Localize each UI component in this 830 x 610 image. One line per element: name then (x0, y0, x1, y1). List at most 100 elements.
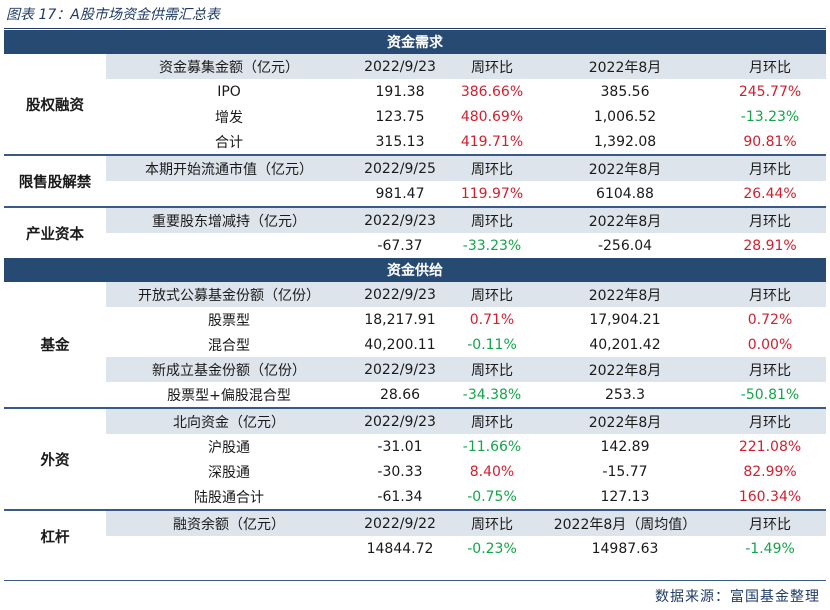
table-cell: -0.23% (467, 540, 517, 557)
row-label (106, 181, 352, 207)
column-header: 月环比 (714, 54, 827, 79)
table-cell: 17,904.21 (589, 311, 661, 328)
column-header: 2022/9/23 (352, 54, 448, 79)
category-funds: 基金 (4, 282, 106, 408)
table-row: 增发 123.75 480.69% 1,006.52 -13.23% (4, 104, 826, 129)
column-header-metric: 本期开始流通市值（亿元） (106, 156, 352, 181)
demand-banner-label: 资金需求 (4, 30, 827, 54)
row-label (106, 233, 352, 258)
supply-banner: 资金供给 (4, 258, 827, 282)
table-cell: -11.66% (462, 438, 522, 455)
table-cell: -61.34 (377, 488, 423, 505)
table-row: 深股通 -30.33 8.40% -15.77 82.99% (4, 459, 826, 484)
column-header-metric: 北向资金（亿元） (106, 409, 352, 434)
figure-caption: 图表 17：A股市场资金供需汇总表 (6, 7, 220, 23)
table-cell: 0.00% (747, 336, 793, 353)
table-cell: 1,006.52 (593, 108, 657, 125)
table-cell: 82.99% (743, 463, 797, 480)
row-label: 合计 (215, 134, 243, 151)
column-header: 月环比 (714, 282, 827, 307)
table-cell: 315.13 (375, 133, 425, 150)
column-header: 月环比 (714, 208, 827, 233)
column-header-metric: 资金募集金额（亿元） (106, 54, 352, 79)
table-cell: 0.71% (469, 311, 515, 328)
row-label: 沪股通 (208, 439, 250, 456)
table-cell: 127.13 (600, 488, 650, 505)
column-header: 周环比 (448, 54, 536, 79)
table-cell: 419.71% (460, 133, 524, 150)
table-cell: -15.77 (602, 463, 648, 480)
table-cell: 221.08% (738, 438, 802, 455)
category-leverage: 杠杆 (4, 511, 106, 561)
table-cell: 385.56 (600, 83, 650, 100)
table-row: 合计 315.13 419.71% 1,392.08 90.81% (4, 129, 826, 155)
row-label (106, 536, 352, 561)
table-cell: 0.72% (747, 311, 793, 328)
table-row: 陆股通合计 -61.34 -0.75% 127.13 160.34% (4, 484, 826, 510)
row-label: 深股通 (208, 464, 250, 481)
table-cell: 18,217.91 (364, 311, 436, 328)
table-header-row: 基金 开放式公募基金份额（亿份） 2022/9/23 周环比 2022年8月 月环比 (4, 282, 827, 408)
table-cell: 40,200.11 (364, 336, 436, 353)
table-row: 股票型+偏股混合型 28.66 -34.38% 253.3 -50.81% (4, 382, 826, 408)
table-cell: 253.3 (604, 386, 646, 403)
column-header: 2022年8月（周均值） (536, 511, 714, 536)
table-cell: 14987.63 (591, 540, 659, 557)
table-cell: 386.66% (460, 83, 524, 100)
column-header: 2022年8月 (536, 357, 714, 382)
column-header: 2022年8月 (536, 156, 714, 181)
table-cell: 8.40% (469, 463, 515, 480)
column-header: 2022年8月 (536, 282, 714, 307)
table-header-row: 限售股解禁 本期开始流通市值（亿元） 2022/9/25 周环比 2022年8月 月环比 (4, 156, 827, 207)
column-header: 周环比 (448, 282, 536, 307)
column-header: 月环比 (714, 156, 827, 181)
column-header: 2022/9/23 (352, 282, 448, 307)
table-cell: 90.81% (743, 133, 797, 150)
column-header: 月环比 (714, 511, 827, 536)
category-industrial-capital: 产业资本 (4, 208, 106, 258)
row-label: 增发 (215, 109, 243, 126)
table-cell: -33.23% (462, 237, 522, 254)
column-header: 2022年8月 (536, 409, 714, 434)
column-header: 周环比 (448, 156, 536, 181)
table-cell: -1.49% (745, 540, 795, 557)
column-header: 2022年8月 (536, 208, 714, 233)
table-cell: -34.38% (462, 386, 522, 403)
table-row: 981.47 119.97% 6104.88 26.44% (4, 181, 826, 207)
table-row: 14844.72 -0.23% 14987.63 -1.49% (4, 536, 826, 561)
table-cell: 40,201.42 (589, 336, 661, 353)
column-header: 2022/9/23 (352, 208, 448, 233)
bottom-rule (4, 580, 826, 581)
table-cell: -0.11% (467, 336, 517, 353)
column-header: 2022/9/23 (352, 357, 448, 382)
table-row: 沪股通 -31.01 -11.66% 142.89 221.08% (4, 434, 826, 459)
table-cell: 245.77% (738, 83, 802, 100)
table-cell: 14844.72 (366, 540, 434, 557)
supply-demand-table: 资金需求 股权融资 资金募集金额（亿元） 2022/9/23 周环比 2022年8月 月环比… (4, 30, 827, 561)
table-header-row: 外资 北向资金（亿元） 2022/9/23 周环比 2022年8月 月环比 (4, 409, 827, 510)
row-label: 股票型+偏股混合型 (167, 387, 291, 404)
column-header: 周环比 (448, 208, 536, 233)
column-header: 2022/9/22 (352, 511, 448, 536)
source-note: 数据来源：富国基金整理 (655, 589, 820, 605)
table-row: IPO 191.38 386.66% 385.56 245.77% (4, 79, 826, 104)
row-label: 陆股通合计 (194, 489, 264, 506)
table-header-row: 杠杆 融资余额（亿元） 2022/9/22 周环比 2022年8月（周均值） 月环比 (4, 511, 827, 561)
row-label: 股票型 (208, 312, 250, 329)
table-cell: 28.91% (743, 237, 797, 254)
table-cell: -13.23% (740, 108, 800, 125)
table-cell: -30.33 (377, 463, 423, 480)
table-row: -67.37 -33.23% -256.04 28.91% (4, 233, 826, 258)
supply-banner-label: 资金供给 (4, 258, 827, 282)
top-rule (4, 28, 826, 29)
table-cell: -31.01 (377, 438, 423, 455)
column-header: 周环比 (448, 409, 536, 434)
table-cell: -67.37 (377, 237, 423, 254)
row-label: 混合型 (208, 337, 250, 354)
category-equity-financing: 股权融资 (4, 54, 106, 155)
table-cell: 1,392.08 (593, 133, 657, 150)
table-cell: -0.75% (467, 488, 517, 505)
table-cell: 6104.88 (596, 185, 654, 202)
demand-banner: 资金需求 (4, 30, 827, 54)
column-header-metric: 开放式公募基金份额（亿份） (106, 282, 352, 307)
